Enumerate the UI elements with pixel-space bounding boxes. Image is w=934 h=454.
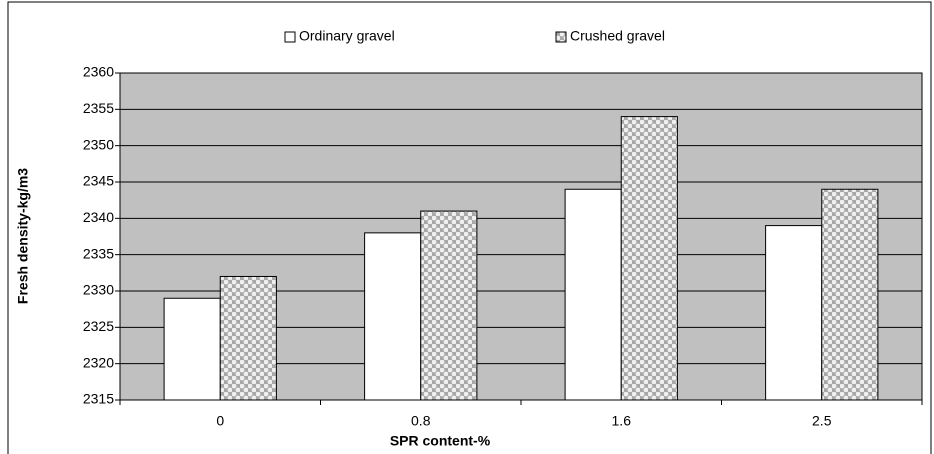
bar — [420, 210, 478, 401]
y-tick-label: 2350 — [83, 136, 114, 152]
x-tick-label: 1.6 — [612, 413, 632, 429]
legend-label: Ordinary gravel — [299, 28, 395, 44]
x-tick-label: 0 — [216, 413, 224, 429]
legend-swatch — [284, 31, 296, 43]
x-axis-title: SPR content-% — [390, 433, 491, 449]
y-tick-label: 2335 — [83, 245, 114, 261]
chart-frame — [7, 1, 932, 454]
x-tick-label: 2.5 — [812, 413, 832, 429]
bar — [564, 188, 622, 401]
y-tick-label: 2325 — [83, 318, 114, 334]
legend-swatch — [555, 31, 567, 43]
y-tick-label: 2355 — [83, 100, 114, 116]
y-tick-label: 2315 — [83, 391, 114, 407]
bar — [821, 188, 879, 401]
x-tick-label: 0.8 — [411, 413, 431, 429]
y-tick-label: 2360 — [83, 64, 114, 80]
y-tick-label: 2340 — [83, 209, 114, 225]
legend-label: Crushed gravel — [570, 28, 665, 44]
y-tick-label: 2320 — [83, 354, 114, 370]
bar — [765, 225, 823, 401]
bar — [620, 116, 678, 401]
y-axis-title: Fresh density-kg/m3 — [15, 168, 31, 304]
bar — [219, 275, 277, 401]
bar — [163, 297, 221, 401]
bar — [364, 232, 422, 401]
y-tick-label: 2330 — [83, 282, 114, 298]
y-tick-label: 2345 — [83, 173, 114, 189]
